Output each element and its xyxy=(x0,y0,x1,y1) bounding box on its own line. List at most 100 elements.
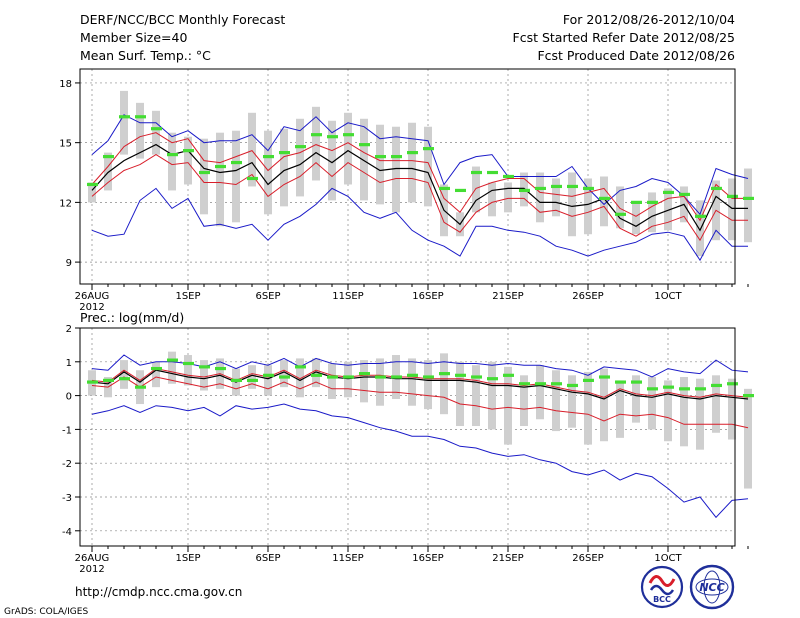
temperature-ensemble-box xyxy=(744,168,752,243)
temperature-clim-mark xyxy=(711,186,722,191)
precipitation-clim-mark xyxy=(359,372,370,376)
temperature-ensemble-box xyxy=(376,124,384,205)
precipitation-lower-outer-line xyxy=(91,403,749,519)
precipitation-ensemble-box xyxy=(248,365,256,389)
temperature-ensemble-box xyxy=(328,120,336,201)
precipitation-clim-mark xyxy=(375,375,386,379)
precipitation-ensemble-box xyxy=(536,365,544,420)
member-size-label: Member Size=40 xyxy=(80,30,187,45)
precipitation-clim-mark xyxy=(167,358,178,362)
temperature-year-label: 2012 xyxy=(79,302,104,313)
temperature-clim-mark xyxy=(743,196,754,200)
temperature-clim-mark xyxy=(183,149,194,153)
precipitation-clim-mark xyxy=(583,378,594,382)
precipitation-ensemble-box xyxy=(504,366,512,445)
precipitation-ensemble-box xyxy=(312,358,320,388)
temperature-clim-mark xyxy=(311,133,322,137)
temperature-ensemble-box xyxy=(472,166,480,213)
temperature-clim-mark xyxy=(407,151,418,155)
temperature-grid xyxy=(80,69,735,284)
precipitation-clim-mark xyxy=(679,387,690,391)
chart-title: DERF/NCC/BCC Monthly Forecast xyxy=(80,12,285,27)
temperature-ensemble-box xyxy=(312,106,320,181)
precipitation-xtick-label: 21SEP xyxy=(492,553,523,564)
precipitation-ensemble-box xyxy=(664,380,672,442)
temperature-upper-inner-line xyxy=(91,132,748,222)
temperature-xtick-label: 16SEP xyxy=(412,291,443,302)
temperature-ensemble-box xyxy=(616,186,624,229)
precipitation-clim-mark xyxy=(199,365,210,369)
precipitation-ensemble-box xyxy=(744,388,752,489)
temperature-clim-mark xyxy=(391,154,402,159)
precipitation-ensemble-box xyxy=(680,377,688,447)
precipitation-clim-mark xyxy=(247,378,258,382)
temperature-ensemble-box xyxy=(632,202,640,235)
temperature-ensemble-box xyxy=(296,118,304,197)
precipitation-clim-mark xyxy=(183,361,194,366)
precipitation-clim-mark xyxy=(135,385,146,389)
temperature-clim-mark xyxy=(375,154,386,159)
precipitation-clim-marks xyxy=(87,358,754,398)
bcc-logo: BCC xyxy=(640,565,684,609)
temperature-clim-mark xyxy=(535,186,546,191)
forecast-start-date-label: Fcst Started Refer Date 2012/08/25 xyxy=(513,30,736,45)
temperature-lower-outer-line xyxy=(91,187,748,262)
precipitation-clim-mark xyxy=(231,378,242,382)
precipitation-clim-mark xyxy=(599,375,610,379)
precipitation-lower-inner-line xyxy=(91,376,749,429)
precipitation-upper-inner-line xyxy=(91,368,749,398)
bcc-logo-text: BCC xyxy=(653,595,671,604)
precipitation-ytick-label: 0 xyxy=(66,392,72,403)
ncc-logo: NCC xyxy=(689,564,735,610)
temperature-xtick-label: 26SEP xyxy=(572,291,603,302)
temperature-ensemble-box xyxy=(104,152,112,191)
temperature-clim-mark xyxy=(583,186,594,191)
precipitation-ensemble-box xyxy=(520,375,528,427)
temperature-ensemble-box xyxy=(536,172,544,223)
precipitation-xtick-label: 11SEP xyxy=(332,553,363,564)
bcc-logo-wave xyxy=(649,584,675,596)
precipitation-clim-mark xyxy=(407,373,418,377)
temperature-clim-mark xyxy=(647,200,658,204)
precipitation-clim-mark xyxy=(455,373,466,377)
temperature-clim-mark xyxy=(663,190,674,195)
source-url-link[interactable]: http://cmdp.ncc.cma.gov.cn xyxy=(75,585,242,599)
temperature-median-line xyxy=(91,143,748,232)
precipitation-year-label: 2012 xyxy=(79,564,104,575)
temperature-axes: 9 12 15 18 26AUG 1SEP 6SEP 11SEP 16SEP 21SEP 26SEP… xyxy=(59,79,749,313)
temperature-ensemble-box xyxy=(424,126,432,207)
precipitation-clim-mark xyxy=(647,387,658,391)
temperature-clim-mark xyxy=(567,184,578,189)
temperature-xtick-label: 1SEP xyxy=(175,291,200,302)
temperature-clim-mark xyxy=(615,212,626,216)
precipitation-xtick-label: 26SEP xyxy=(572,553,603,564)
precipitation-clim-mark xyxy=(119,377,130,381)
precipitation-clim-mark xyxy=(551,382,562,386)
temperature-xtick-label: 26AUG xyxy=(75,291,110,302)
temperature-lines xyxy=(91,114,749,262)
precipitation-ensemble-box xyxy=(600,368,608,442)
temperature-clim-mark xyxy=(199,170,210,175)
precipitation-ytick-label: -1 xyxy=(62,425,72,436)
temperature-clim-mark xyxy=(599,196,610,200)
temperature-ensemble-box xyxy=(696,200,704,257)
precipitation-clim-mark xyxy=(471,375,482,379)
precipitation-clim-mark xyxy=(519,382,530,386)
precipitation-xtick-label: 6SEP xyxy=(255,553,280,564)
precipitation-ensemble-box xyxy=(552,370,560,432)
precipitation-xtick-label: 1OCT xyxy=(654,553,682,564)
temperature-ensemble-box xyxy=(200,138,208,215)
precipitation-ytick-label: -3 xyxy=(62,493,72,504)
precipitation-axes: -4 -3 -2 -1 0 1 2 26AUG 1SEP 6SEP 11SEP 16SEP 21SEP 2… xyxy=(62,324,749,575)
precipitation-ensemble-box xyxy=(488,361,496,430)
temperature-ensemble-box xyxy=(360,118,368,201)
temperature-clim-mark xyxy=(551,184,562,189)
temperature-ensemble-box xyxy=(408,122,416,203)
temperature-clim-mark xyxy=(423,147,434,151)
precipitation-clim-mark xyxy=(615,380,626,384)
ncc-logo-latitude xyxy=(695,578,729,596)
temperature-ensemble-box xyxy=(88,182,96,203)
precipitation-clim-mark xyxy=(567,383,578,388)
